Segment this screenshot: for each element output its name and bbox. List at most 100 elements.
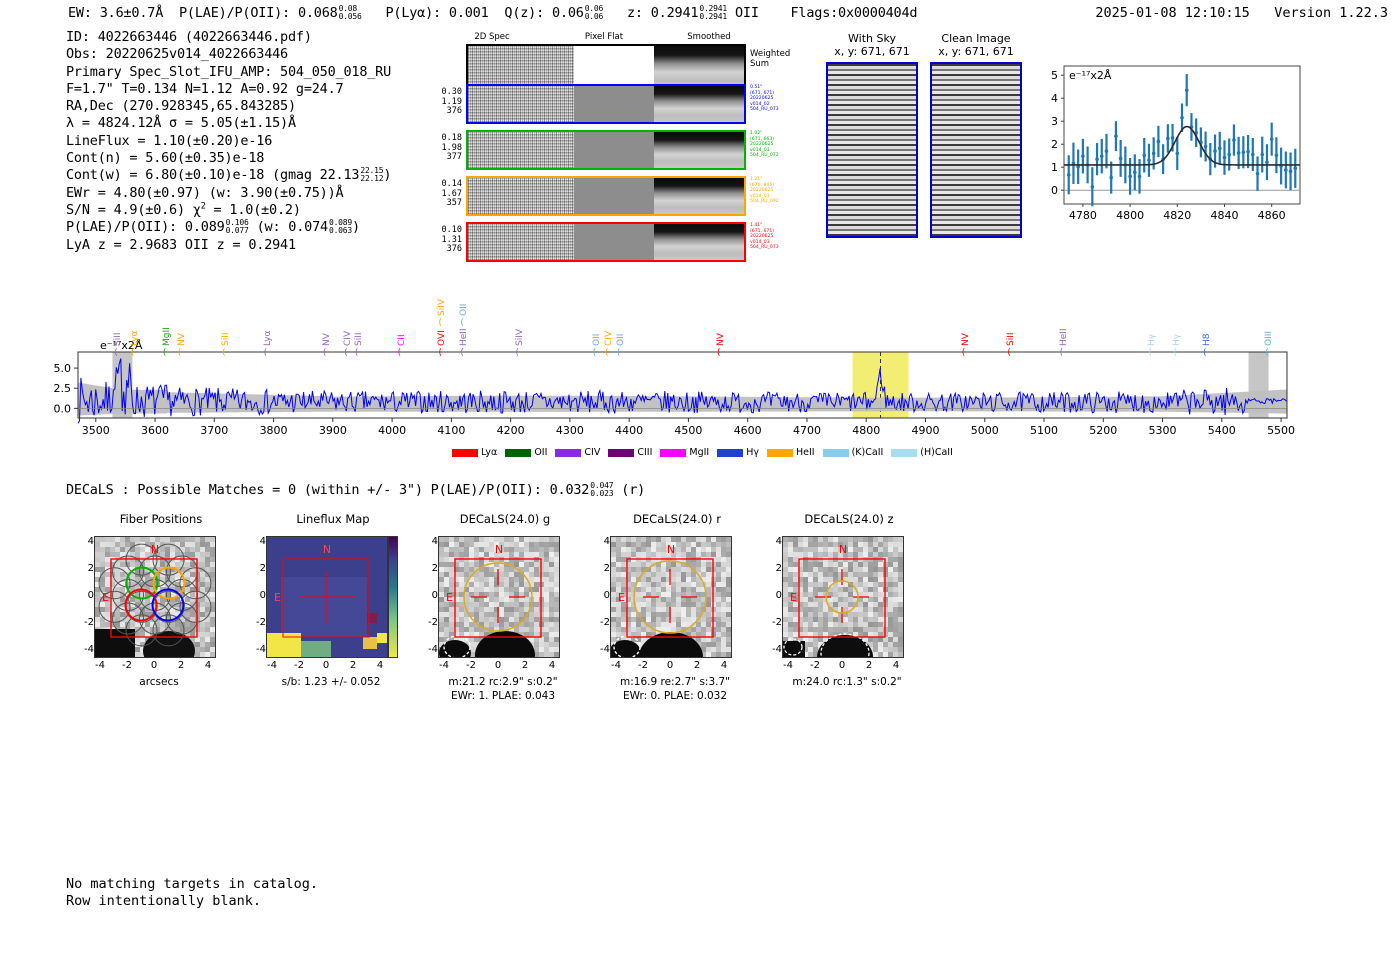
emission-line-marker-1: (	[130, 348, 135, 358]
fiber-row-3-meta-1: (671, 671)	[750, 228, 775, 234]
emission-line-marker-10: (	[438, 318, 442, 328]
fiber-row-1-stat-2: 377	[446, 152, 462, 163]
info-ewr: EWr = 4.80(±0.97) (w: 3.90(±0.75))Å	[66, 184, 344, 201]
cutout-4-xtick-1: -2	[810, 660, 820, 671]
fiber-row-3-meta: 1.41" (671, 671) 20220625 v014_03 504_RU_073	[750, 223, 779, 251]
col-title-smoothed: Smoothed	[687, 32, 731, 42]
cutout-3-ytick-1: -2	[600, 617, 610, 628]
emission-line-marker-7: (	[344, 348, 348, 358]
info-plae-w-lo: 0.063	[328, 226, 353, 236]
fiber-row-0-stats: 0.30 1.19 376	[426, 87, 462, 117]
cutout-1-ytick-3: 2	[259, 563, 266, 574]
cutout-caption-3-0: m:16.9 re:2.7" s:3.7"	[620, 676, 730, 688]
fiber-row-2-meta-2: 20220625	[750, 188, 774, 194]
linefit-xtick: 4780	[1069, 209, 1097, 222]
decals-plae-hi: 0.047	[590, 481, 614, 490]
fiber-row-2-meta-3: v014_03	[750, 193, 770, 199]
legend-label-7: (K)CaII	[851, 447, 884, 458]
fiber-row-1-meta: 1.02" (671, 663) 20220625 v014_01 504_RU_072	[750, 131, 779, 159]
cutout-caption-2-0: m:21.2 rc:2.9" s:0.2"	[448, 676, 558, 688]
fiber-strip-1[interactable]	[466, 130, 746, 170]
header-qz-hi: 0.06	[584, 4, 604, 13]
emission-line-label-siii-20: SiII	[1006, 332, 1017, 346]
cutout-1-ytick-4: 4	[259, 536, 266, 547]
cutout-image-0[interactable]: + N E	[94, 536, 216, 658]
fiber-row-3-stats: 0.10 1.31 376	[426, 225, 462, 255]
legend-label-0: Lyα	[481, 447, 498, 458]
info-plae-mid: (w: 0.074	[256, 219, 329, 236]
legend-swatch-7	[822, 448, 849, 457]
fiber-row-0-stat-1: 1.19	[441, 96, 462, 107]
emission-line-marker-13: (	[460, 348, 464, 358]
info-snr-pre: S/N = 4.9(±0.6) χ	[66, 201, 201, 218]
linefit-ytick: 5	[1051, 69, 1058, 82]
fiber-row-2-stat-0: 0.14	[441, 179, 462, 189]
emission-line-marker-18: (	[717, 348, 721, 358]
emission-line-marker-21: (	[1059, 348, 1064, 358]
spectrum-xtick: 4900	[911, 424, 939, 437]
legend-item-5: Hγ	[717, 447, 759, 458]
legend-swatch-2	[555, 448, 582, 457]
version-label: Version 1.22.3	[1274, 5, 1388, 21]
emission-line-label-civ-16: CIV	[604, 330, 614, 346]
emission-line-marker-4: (	[222, 348, 226, 358]
emission-line-label-mgii-2: MgII	[161, 327, 172, 346]
fiber-strip-3[interactable]	[466, 222, 746, 262]
fiber-row-1-stat-1: 1.98	[441, 142, 462, 153]
cutout-4-ytick-2: 0	[775, 590, 782, 601]
fiber-row-0-meta-0: 0.51"	[750, 85, 763, 90]
legend-label-2: CIV	[584, 447, 601, 458]
header-plae-hi: 0.08	[338, 4, 358, 13]
emission-line-marker-19: (	[961, 348, 966, 358]
spectrum-flux-line	[77, 358, 1288, 424]
full-spectrum-svg: 0.0 2.5 5.0 3500 3600 3700 3800 3900 4000 4100 420…	[54, 339, 1296, 437]
emission-line-marker-5: (	[263, 348, 268, 358]
linefit-ytick: 3	[1051, 115, 1058, 128]
fiber-row-3-stat-1: 1.31	[441, 234, 462, 245]
cutout-3-xtick-0: -4	[611, 660, 621, 671]
fiber-row-2-stat-1: 1.67	[441, 188, 462, 199]
svg-text:+: +	[150, 589, 159, 602]
spectrum-error-band	[78, 382, 1287, 416]
fiber-strip-0[interactable]	[466, 84, 746, 124]
linefit-xtick: 4800	[1116, 209, 1144, 222]
cutout-2-ytick-4: 4	[431, 536, 438, 547]
emission-line-marker-23: (	[1173, 348, 1177, 358]
cutout-0-xtick-0: -4	[95, 660, 105, 671]
legend-item-4: MgII	[660, 447, 709, 458]
header-timestamp-version: 2025-01-08 12:10:15 Version 1.22.3	[1095, 5, 1388, 21]
cutout-0-xtick-3: 2	[177, 660, 185, 671]
cutout-caption-0-0: arcsecs	[139, 676, 179, 688]
cutout-4-xtick-2: 0	[838, 660, 846, 671]
fiber-strip-2[interactable]	[466, 176, 746, 216]
info-lineflux: LineFlux = 1.10(±0.20)e-16	[66, 132, 273, 149]
fiber-row-2-meta-4: 504_RU_092	[750, 199, 779, 205]
emission-line-label-civ-7: CIV	[343, 330, 354, 346]
cutout-3-xtick-2: 0	[666, 660, 674, 671]
header-flags: Flags:0x0000404d	[790, 5, 918, 21]
fiber-2-smoothed-image	[654, 178, 744, 214]
info-lambda-sigma: λ = 4824.12Å σ = 5.05(±1.15)Å	[66, 115, 296, 132]
spectrum-xtick: 4200	[497, 424, 525, 437]
compass-n: N	[323, 543, 331, 556]
emission-line-label-heii-21: HeII	[1058, 328, 1069, 346]
clean-image-image	[930, 62, 1022, 238]
cutout-title-3: DECaLS(24.0) r	[633, 512, 721, 526]
info-cont-n: Cont(n) = 5.60(±0.35)e-18	[66, 150, 265, 167]
weighted-sum-label: Weighted Sum	[750, 49, 791, 69]
legend-swatch-1	[505, 448, 532, 457]
emission-line-label-heii-13: HeII	[459, 328, 470, 346]
fiber-0-2dspec-image	[468, 86, 574, 122]
info-snr-chi2: S/N = 4.9(±0.6) χ2 = 1.0(±0.2)	[66, 200, 391, 219]
linefit-xtick: 4860	[1258, 209, 1286, 222]
emission-line-marker-20: (	[1007, 348, 1011, 358]
fiber-row-3-stat-2: 376	[446, 244, 462, 255]
info-chi2-exp: 2	[200, 200, 206, 211]
cutout-caption-1-0: s/b: 1.23 +/- 0.052	[281, 676, 381, 688]
linefit-gaussian-curve	[1064, 125, 1300, 166]
emission-line-marker-9: (	[397, 348, 402, 358]
